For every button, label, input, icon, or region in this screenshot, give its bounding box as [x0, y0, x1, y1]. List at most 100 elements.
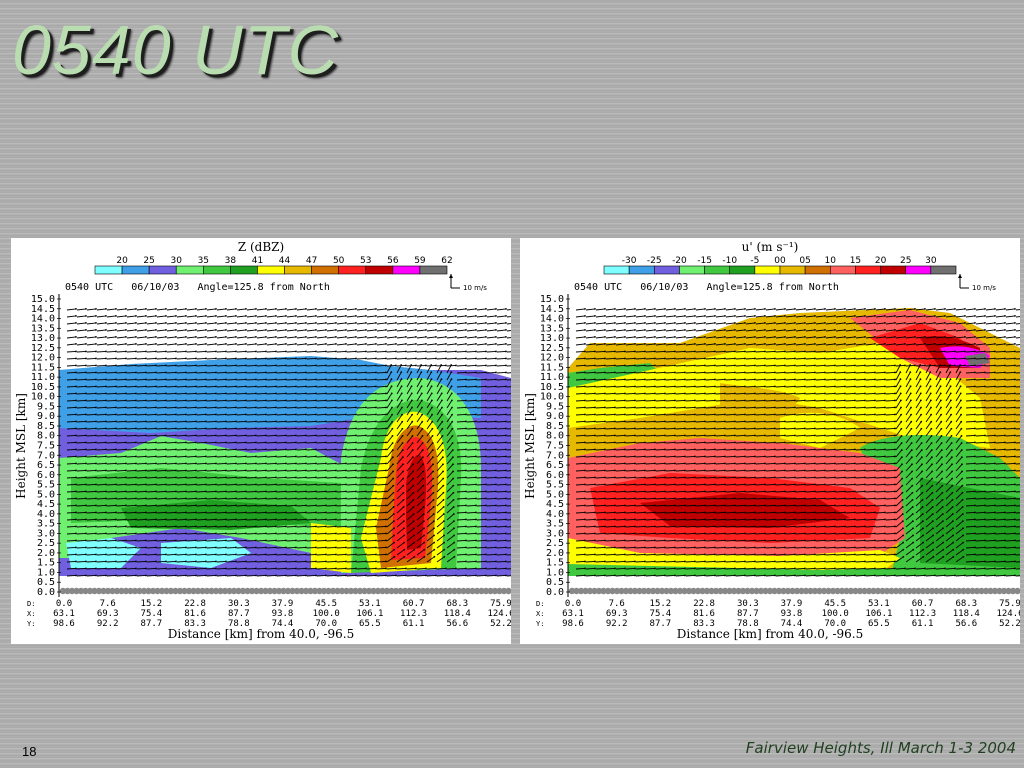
wind-vector-head — [125, 406, 127, 409]
wind-vector-head — [441, 456, 444, 459]
wind-vector — [755, 386, 766, 388]
wind-vector-head — [135, 322, 137, 324]
wind-vector-head — [674, 329, 676, 331]
wind-vector-head — [75, 476, 77, 479]
wind-vector-head — [435, 350, 437, 353]
wind-vector — [146, 498, 157, 500]
wind-vector-head — [375, 315, 377, 317]
wind-vector — [246, 400, 257, 402]
wind-vector — [336, 561, 347, 563]
wind-vector — [496, 343, 506, 346]
ground-marker — [361, 587, 368, 595]
wind-vector — [86, 393, 97, 395]
wind-vector-head — [450, 378, 453, 381]
wind-vector-head — [95, 574, 97, 577]
wind-vector — [715, 329, 725, 332]
wind-vector-head — [375, 525, 377, 528]
wind-vector — [246, 463, 257, 465]
wind-vector — [236, 329, 246, 332]
ground-marker — [464, 587, 472, 595]
wind-vector — [376, 351, 387, 353]
wind-vector-head — [844, 350, 846, 353]
wind-vector-head — [195, 399, 197, 402]
wind-vector — [196, 442, 207, 444]
wind-vector — [226, 540, 237, 542]
wind-vector-head — [924, 322, 926, 324]
wind-vector — [965, 329, 975, 332]
wind-vector — [136, 484, 147, 486]
wind-vector — [635, 315, 645, 318]
wind-vector-head — [391, 456, 394, 459]
wind-vector-head — [485, 357, 487, 360]
wind-vector-head — [392, 498, 395, 501]
wind-vector — [985, 329, 995, 332]
wind-vector-head — [694, 399, 696, 402]
ground-marker — [289, 587, 296, 595]
wind-vector-head — [285, 497, 287, 500]
wind-vector-head — [75, 406, 77, 409]
wind-vector — [945, 336, 955, 339]
wind-vector — [266, 526, 277, 528]
wind-vector-head — [105, 371, 107, 374]
wind-vector-head — [285, 315, 287, 317]
colorbar-label: -10 — [722, 256, 737, 266]
wind-vector — [725, 365, 736, 367]
wind-vector-head — [105, 308, 107, 310]
colorbar-swatch — [148, 265, 177, 275]
wind-vector — [96, 379, 107, 381]
wind-vector-head — [175, 462, 177, 465]
wind-vector — [975, 358, 986, 360]
wind-vector-head — [744, 315, 746, 317]
wind-vector — [196, 477, 207, 479]
wind-vector-head — [315, 308, 317, 310]
wind-vector-head — [674, 378, 676, 381]
wind-vector — [865, 365, 876, 367]
wind-vector-head — [451, 413, 454, 416]
wind-vector — [735, 358, 746, 360]
wind-vector — [406, 485, 414, 493]
wind-vector-head — [864, 329, 866, 331]
wind-vector — [156, 540, 167, 542]
wind-vector — [226, 512, 237, 514]
wind-vector — [476, 498, 487, 500]
wind-vector-head — [265, 476, 267, 479]
wind-vector — [166, 435, 177, 437]
wind-vector-head — [794, 385, 796, 388]
wind-vector-head — [1004, 378, 1006, 381]
wind-vector-head — [275, 546, 277, 549]
wind-vector-head — [305, 448, 307, 451]
wind-vector — [246, 358, 257, 360]
wind-vector — [266, 407, 277, 409]
wind-vector — [156, 414, 167, 416]
wind-vector-head — [105, 469, 107, 472]
wind-vector-head — [75, 413, 77, 416]
wind-vector-head — [401, 427, 404, 430]
wind-vector-head — [115, 315, 117, 317]
wind-vector-head — [465, 490, 467, 493]
wind-vector-head — [325, 441, 327, 444]
wind-vector — [506, 428, 511, 430]
wind-vector — [835, 315, 845, 318]
wind-vector — [376, 421, 387, 423]
wind-vector-head — [594, 364, 596, 367]
wind-vector-head — [694, 364, 696, 367]
wind-vector-head — [185, 378, 187, 381]
wind-vector — [635, 365, 646, 367]
wind-vector — [196, 526, 207, 528]
wind-vector-head — [315, 574, 317, 577]
wind-vector-head — [275, 518, 277, 521]
wind-vector-head — [335, 315, 337, 317]
wind-vector — [336, 575, 347, 577]
wind-vector-head — [75, 560, 77, 563]
wind-vector — [575, 386, 586, 388]
wind-vector-head — [365, 469, 367, 472]
wind-vector-head — [844, 308, 846, 310]
wind-vector-head — [584, 392, 586, 395]
wind-vector-head — [475, 504, 477, 507]
wind-vector — [286, 533, 297, 535]
wind-vector — [96, 470, 107, 472]
wind-vector — [96, 512, 107, 514]
wind-vector-head — [375, 413, 377, 416]
wind-vector — [166, 449, 177, 451]
wind-vector — [106, 575, 117, 577]
